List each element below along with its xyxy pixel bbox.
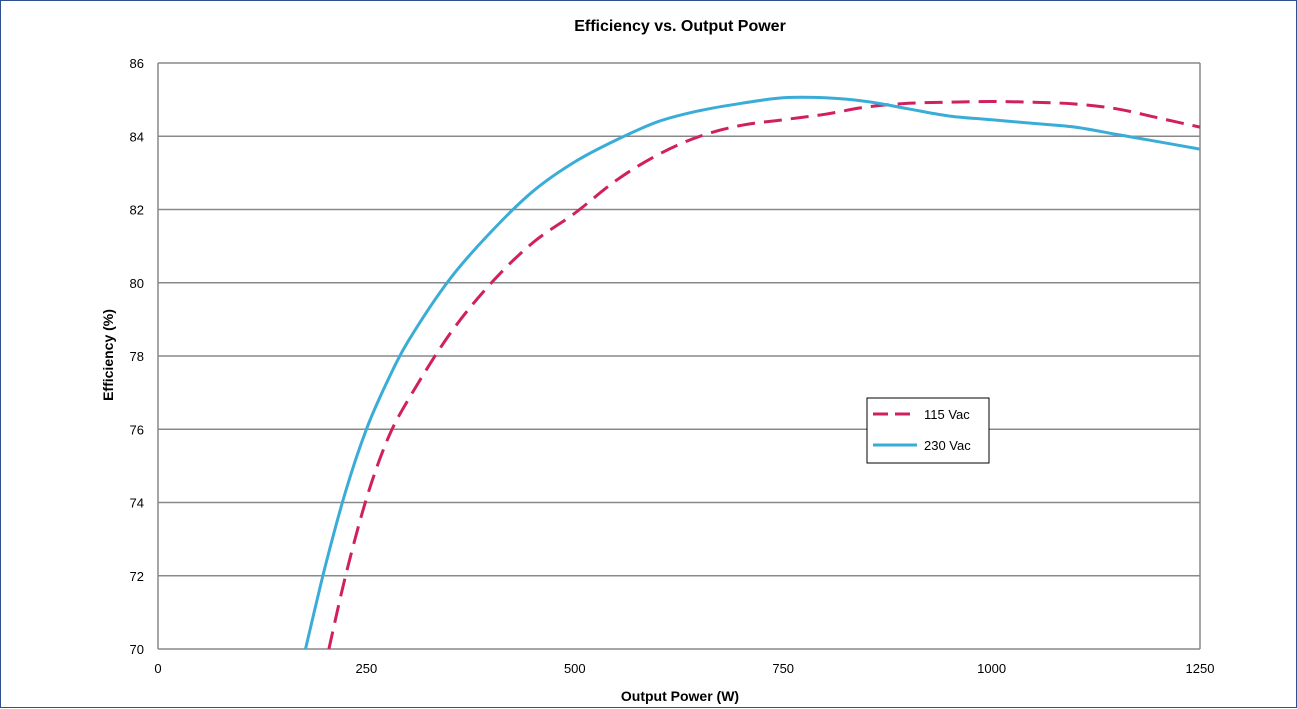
x-tick-label: 750: [772, 661, 794, 676]
y-tick-label: 76: [130, 422, 144, 437]
legend-label: 230 Vac: [924, 438, 971, 453]
x-tick-label: 1250: [1186, 661, 1215, 676]
series-line-230-vac: [304, 95, 1201, 650]
y-tick-label: 78: [130, 349, 144, 364]
y-tick-label: 84: [130, 129, 144, 144]
grid-lines: [157, 62, 1201, 650]
series-lines: [304, 95, 1201, 650]
legend: 115 Vac 230 Vac: [866, 397, 990, 464]
y-tick-label: 80: [130, 276, 144, 291]
chart-title: Efficiency vs. Output Power: [574, 18, 786, 35]
x-tick-label: 250: [356, 661, 378, 676]
x-axis-label: Output Power (W): [621, 688, 739, 704]
x-tick-label: 1000: [977, 661, 1006, 676]
x-tick-labels: 0 250 500 750 1000 1250: [154, 661, 1214, 676]
series-line-115-vac: [327, 99, 1201, 650]
legend-box: [866, 397, 990, 464]
y-tick-label: 72: [130, 569, 144, 584]
x-tick-label: 0: [154, 661, 161, 676]
y-tick-label: 70: [130, 642, 144, 657]
y-tick-label: 74: [130, 496, 144, 511]
y-tick-label: 82: [130, 203, 144, 218]
y-tick-label: 86: [130, 56, 144, 71]
y-tick-labels: 70 72 74 76 78 80 82 84 86: [130, 56, 144, 657]
legend-label: 115 Vac: [924, 407, 970, 422]
x-tick-label: 500: [564, 661, 586, 676]
y-axis-label: Efficiency (%): [100, 309, 116, 401]
